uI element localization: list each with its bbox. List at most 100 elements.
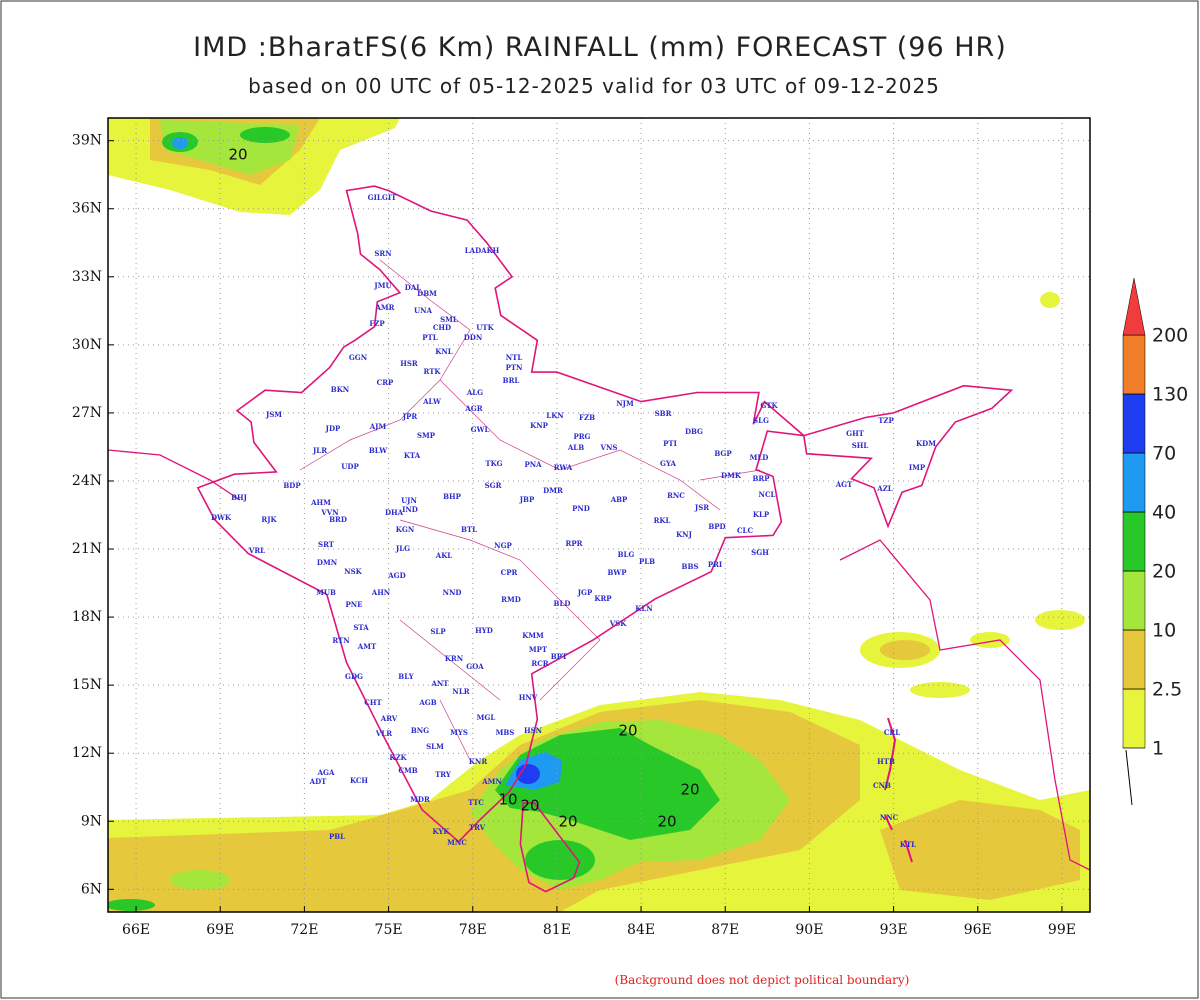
station-label: PRG	[573, 432, 590, 441]
colorbar-label: 1	[1152, 738, 1164, 760]
station-label: ADT	[309, 777, 328, 786]
station-label: KLP	[753, 510, 770, 519]
rain-fields	[108, 118, 1090, 912]
colorbar-band	[1122, 452, 1146, 513]
colorbar: 1 2.5 10 20 40 70 130 200	[1122, 277, 1188, 760]
y-tick-label: 9N	[81, 813, 102, 829]
station-label: BPD	[708, 522, 725, 531]
station-label: KNJ	[676, 530, 692, 539]
station-label: AGR	[464, 404, 482, 413]
colorbar-pointer	[1125, 749, 1133, 806]
y-tick-label: 6N	[81, 881, 102, 897]
station-label: AHM	[310, 498, 331, 507]
station-label: BRP	[753, 474, 771, 483]
x-tick-label: 78E	[459, 922, 487, 938]
station-label: MGL	[477, 713, 496, 722]
x-tick-label: 93E	[880, 922, 908, 938]
station-label: NJM	[616, 399, 634, 408]
station-label: TKG	[485, 459, 502, 468]
station-label: SMP	[417, 431, 436, 440]
station-label: HYD	[475, 626, 493, 635]
station-label: DMK	[721, 471, 742, 480]
x-tick-label: 66E	[122, 922, 150, 938]
colorbar-label: 40	[1152, 502, 1176, 524]
station-label: PND	[572, 504, 590, 513]
station-label: KNP	[530, 421, 548, 430]
x-tick-label: 72E	[290, 922, 318, 938]
x-tick-label: 99E	[1048, 922, 1076, 938]
station-label: KNL	[435, 347, 452, 356]
rain-area	[910, 682, 970, 698]
station-label: SGH	[751, 548, 769, 557]
station-label: NLR	[452, 687, 469, 696]
station-label: HTB	[877, 757, 895, 766]
station-label: FZB	[579, 413, 595, 422]
rain-area	[170, 870, 230, 890]
y-tick-label: 15N	[72, 677, 102, 693]
station-label: ANT	[430, 679, 449, 688]
station-label: BKN	[331, 385, 350, 394]
station-label: GILGIT	[368, 193, 397, 202]
y-tick-label: 27N	[72, 405, 102, 421]
station-label: SLP	[430, 627, 446, 636]
station-label: NSK	[344, 567, 362, 576]
y-tick-label: 33N	[72, 269, 102, 285]
x-tick-label: 84E	[627, 922, 655, 938]
station-label: TTC	[468, 798, 484, 807]
boundaries	[108, 185, 1090, 893]
station-label: GDG	[345, 672, 363, 681]
station-label: LKN	[546, 411, 564, 420]
station-label: BNG	[411, 726, 429, 735]
station-label: KRN	[445, 654, 464, 663]
colorbar-label: 200	[1152, 325, 1188, 347]
station-label: MLD	[750, 453, 769, 462]
colorbar-band	[1122, 629, 1146, 690]
station-label: PTL	[422, 333, 437, 342]
station-label: SLM	[426, 742, 444, 751]
station-label: SRT	[318, 540, 335, 549]
station-label: JGP	[577, 588, 593, 597]
x-tick-label: 90E	[795, 922, 823, 938]
station-label: ALG	[466, 388, 483, 397]
contour-label: 10	[498, 791, 517, 809]
station-label: TRY	[435, 770, 452, 779]
x-tick-label: 75E	[375, 922, 403, 938]
station-label: RKL	[654, 516, 671, 525]
y-tick-label: 24N	[72, 473, 102, 489]
station-label: TRV	[469, 823, 486, 832]
rain-area	[1035, 610, 1085, 630]
station-label: BWP	[607, 568, 627, 577]
station-label: NCL	[759, 490, 776, 499]
station-label: HSR	[400, 359, 418, 368]
station-label: AGD	[387, 571, 405, 580]
station-label: BGP	[714, 449, 732, 458]
islands	[884, 717, 913, 863]
station-label: DBM	[417, 289, 437, 298]
station-label: BDP	[283, 481, 301, 490]
station-label: NNC	[880, 813, 899, 822]
rain-area	[172, 137, 188, 149]
station-label: CHD	[433, 323, 451, 332]
station-label: CNB	[873, 781, 891, 790]
station-label: RPR	[566, 539, 583, 548]
station-label: SML	[440, 315, 458, 324]
station-label: PTI	[663, 439, 677, 448]
station-label: FZP	[369, 319, 385, 328]
station-label: BHJ	[231, 493, 248, 502]
rain-area	[1040, 292, 1060, 308]
station-label: RMD	[501, 595, 521, 604]
station-label: AMN	[481, 777, 502, 786]
station-label: BLW	[369, 446, 387, 455]
station-label: AGB	[418, 698, 436, 707]
station-label: BBS	[682, 562, 699, 571]
y-tick-label: 21N	[72, 541, 102, 557]
rain-area	[516, 764, 540, 784]
station-label: MUB	[316, 588, 336, 597]
station-label: JLR	[312, 446, 327, 455]
colorbar-band	[1122, 511, 1146, 572]
rain-area	[970, 632, 1010, 648]
station-label: CHT	[364, 698, 382, 707]
station-label: BLD	[554, 599, 571, 608]
station-label: HSN	[524, 726, 543, 735]
